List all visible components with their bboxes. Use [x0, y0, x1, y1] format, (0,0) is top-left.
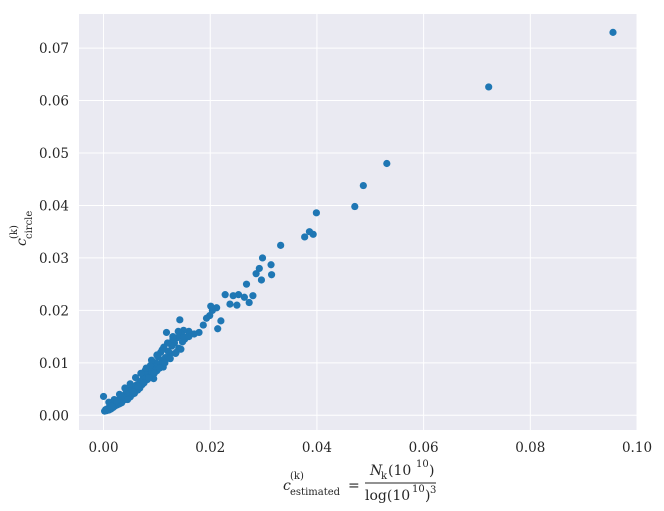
data-point-0-113: [126, 380, 134, 388]
data-point-0-11: [267, 261, 275, 269]
data-point-0-15: [252, 270, 260, 278]
data-point-0-118: [153, 351, 161, 359]
data-point-0-4: [351, 202, 359, 211]
x-tick-label-4: 0.08: [515, 440, 545, 456]
data-point-0-25: [217, 317, 225, 325]
svg-text:=: =: [348, 478, 360, 494]
svg-text:): ): [429, 463, 434, 479]
x-axis-label: c (k) estimated = N k (10 10 ) log(10 10…: [283, 459, 436, 504]
data-point-0-18: [242, 280, 251, 288]
y-tick-labels: 0.00 0.01 0.02 0.03 0.04 0.05 0.06 0.07: [39, 41, 69, 424]
svg-text:N: N: [369, 463, 383, 479]
x-tick-label-5: 0.10: [622, 440, 652, 456]
data-point-0-3: [359, 181, 367, 190]
data-point-0-132: [171, 349, 180, 358]
data-point-0-108: [99, 392, 108, 401]
data-point-0-129: [155, 364, 164, 372]
data-point-0-123: [179, 334, 188, 342]
y-tick-label-2: 0.02: [39, 303, 69, 319]
svg-text:log(10: log(10: [365, 488, 410, 504]
x-tick-label-1: 0.02: [195, 440, 225, 456]
data-point-0-2: [383, 159, 391, 168]
x-tick-labels: 0.00 0.02 0.04 0.06 0.08 0.10: [89, 440, 653, 456]
data-point-0-115: [137, 369, 145, 377]
data-point-0-32: [199, 321, 207, 329]
data-point-0-20: [234, 291, 243, 299]
data-point-0-137: [113, 397, 121, 405]
svg-text:circle: circle: [24, 211, 35, 239]
svg-text:estimated: estimated: [290, 487, 341, 498]
data-point-0-130: [161, 359, 169, 367]
data-point-0-17: [245, 298, 253, 307]
y-tick-label-6: 0.06: [39, 94, 69, 110]
svg-text:c: c: [283, 478, 291, 494]
data-point-0-14: [255, 264, 263, 273]
data-point-0-138: [107, 402, 116, 410]
data-point-0-117: [147, 356, 156, 364]
data-point-0-29: [207, 302, 215, 310]
data-point-0-26: [214, 325, 222, 333]
data-point-0-131: [166, 355, 174, 363]
y-tick-label-3: 0.03: [39, 251, 69, 267]
x-tick-label-2: 0.04: [302, 440, 332, 456]
y-tick-label-5: 0.05: [39, 146, 69, 162]
data-point-0-50: [162, 328, 171, 337]
svg-text:k: k: [381, 471, 388, 482]
data-point-0-120: [163, 339, 172, 347]
data-point-0-7: [305, 228, 314, 236]
data-point-0-9: [277, 241, 285, 249]
data-point-0-119: [158, 346, 166, 354]
data-point-0-41: [176, 316, 184, 324]
data-point-0-12: [258, 254, 267, 262]
svg-text:(10: (10: [388, 463, 411, 479]
x-tick-label-0: 0.00: [89, 440, 119, 456]
data-point-0-13: [257, 276, 266, 284]
svg-text:(k): (k): [290, 471, 304, 482]
data-point-0-128: [150, 369, 158, 377]
svg-text:c: c: [14, 238, 30, 246]
data-point-0-125: [134, 382, 142, 391]
data-point-0-10: [267, 271, 276, 279]
svg-text:10: 10: [416, 459, 429, 470]
data-point-0-136: [129, 388, 137, 396]
data-point-0-112: [121, 384, 129, 392]
data-point-0-134: [118, 393, 126, 401]
data-point-0-21: [233, 301, 241, 309]
data-point-0-133: [177, 345, 185, 353]
data-point-0-135: [123, 395, 132, 404]
data-point-0-107: [101, 407, 109, 415]
data-point-0-121: [169, 333, 177, 341]
data-points: [99, 28, 617, 415]
data-point-0-5: [312, 209, 320, 217]
data-point-0-127: [145, 373, 153, 382]
data-point-0-126: [139, 379, 148, 387]
data-point-0-122: [174, 327, 182, 335]
data-point-0-19: [240, 293, 248, 301]
y-tick-label-0: 0.00: [39, 408, 69, 424]
data-point-0-22: [229, 292, 237, 300]
y-axis-label: c (k) circle: [9, 211, 35, 246]
y-tick-label-4: 0.04: [39, 198, 69, 214]
data-point-0-23: [226, 300, 234, 308]
data-point-0-24: [221, 291, 229, 299]
x-tick-label-3: 0.06: [409, 440, 439, 456]
svg-text:3: 3: [430, 485, 436, 496]
data-point-0-31: [202, 314, 211, 322]
svg-text:10: 10: [412, 484, 425, 495]
data-point-0-16: [249, 292, 257, 300]
data-point-0-114: [131, 373, 140, 382]
data-point-0-1: [485, 83, 493, 91]
data-point-0-124: [185, 333, 193, 341]
svg-text:(k): (k): [9, 225, 20, 239]
data-point-0-0: [609, 28, 617, 36]
y-tick-label-7: 0.07: [39, 41, 69, 57]
data-point-0-116: [142, 364, 150, 372]
y-tick-label-1: 0.01: [39, 356, 69, 372]
svg-text:): ): [425, 488, 430, 504]
data-point-0-34: [190, 330, 198, 338]
data-point-0-8: [301, 233, 309, 241]
